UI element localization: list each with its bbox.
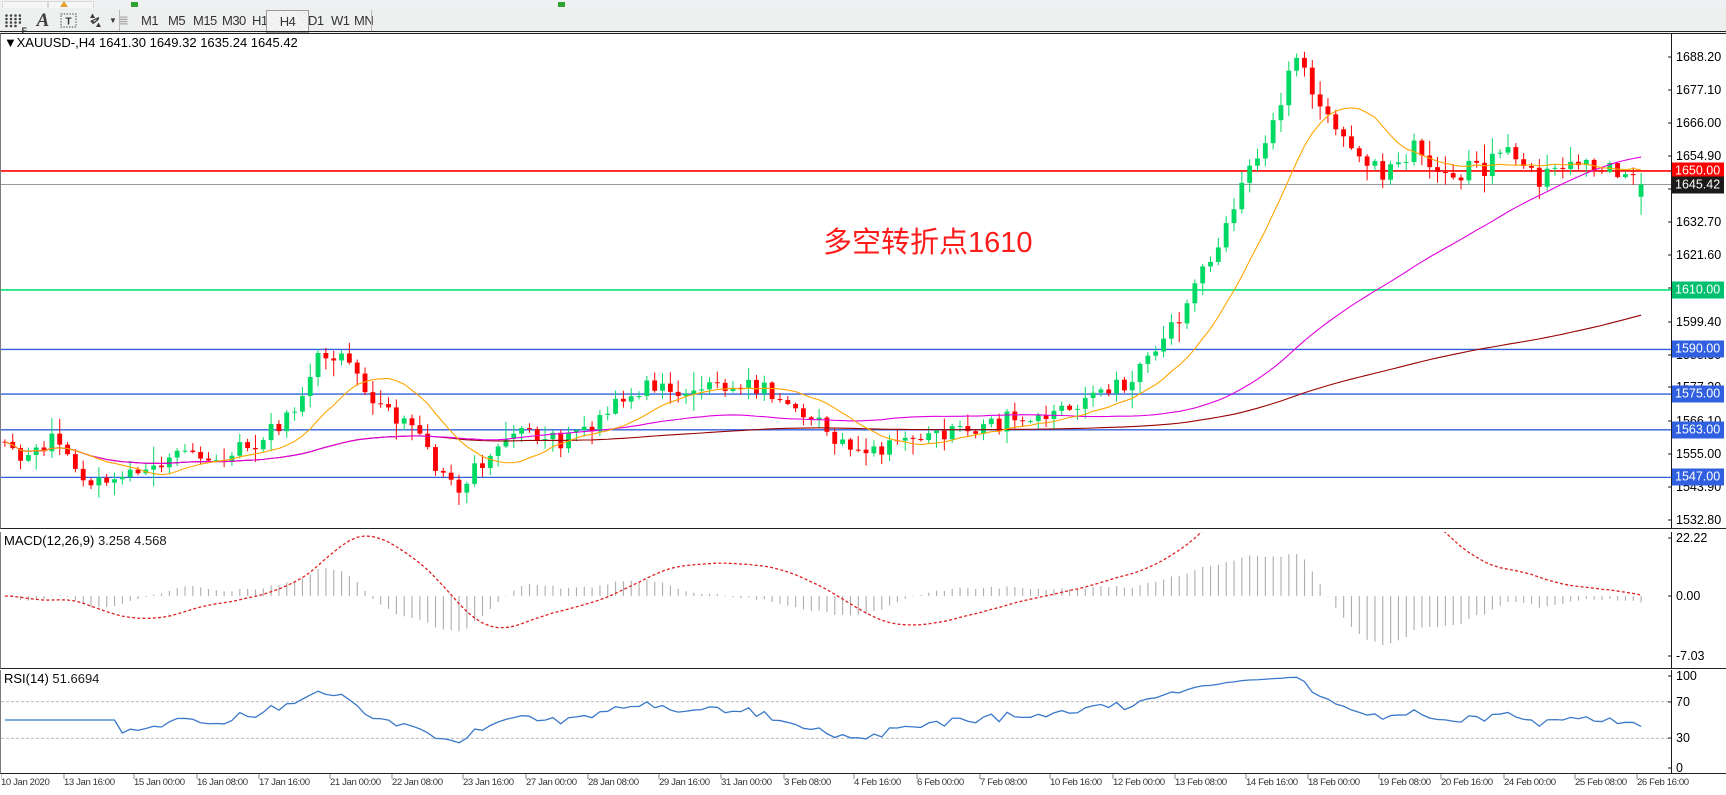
svg-text:T: T	[65, 17, 71, 28]
